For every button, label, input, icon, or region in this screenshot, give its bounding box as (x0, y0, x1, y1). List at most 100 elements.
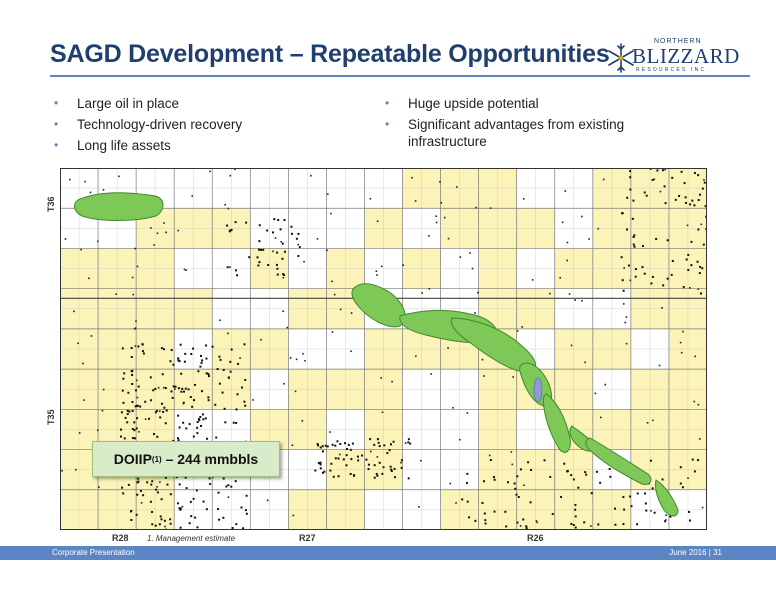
well-marker (258, 224, 261, 227)
well-marker (447, 237, 450, 240)
well-marker (373, 443, 376, 446)
well-marker (177, 387, 180, 390)
well-marker (230, 485, 233, 488)
well-marker (381, 472, 384, 475)
well-marker (447, 347, 449, 349)
well-marker (205, 372, 208, 375)
well-marker (130, 510, 133, 513)
well-marker (138, 431, 140, 433)
well-marker (345, 464, 348, 467)
well-marker (199, 416, 202, 419)
well-marker (568, 293, 571, 295)
doiip-value: – 244 mmbbls (165, 451, 259, 467)
well-marker (149, 376, 152, 379)
well-marker (629, 188, 632, 191)
section-grid (60, 168, 707, 530)
well-marker (77, 342, 79, 345)
well-marker (614, 507, 617, 510)
well-marker (207, 375, 210, 378)
well-marker (282, 276, 285, 279)
well-marker (127, 391, 130, 394)
well-marker (466, 472, 469, 475)
well-marker (469, 252, 471, 254)
well-marker (653, 511, 656, 514)
well-marker (161, 402, 164, 405)
well-marker (684, 201, 687, 204)
well-marker (235, 421, 238, 424)
well-marker (346, 448, 349, 451)
well-marker (221, 391, 224, 394)
well-marker (376, 220, 379, 223)
well-marker (243, 400, 246, 403)
well-marker (317, 444, 320, 447)
well-marker (483, 512, 486, 515)
well-marker (632, 243, 635, 246)
well-marker (336, 440, 339, 443)
well-marker (240, 506, 243, 509)
well-marker (631, 217, 634, 220)
well-marker (383, 444, 386, 447)
well-marker (176, 437, 179, 440)
well-marker (191, 195, 194, 197)
well-marker (602, 178, 605, 181)
well-marker (521, 326, 523, 328)
well-marker (281, 257, 284, 260)
well-marker (205, 344, 208, 347)
well-marker (185, 487, 188, 490)
well-marker (686, 224, 689, 227)
well-marker (489, 207, 492, 209)
well-marker (226, 266, 229, 269)
well-marker (484, 522, 487, 525)
well-marker (136, 493, 139, 496)
well-marker (74, 468, 77, 471)
well-marker (314, 469, 317, 472)
well-marker (191, 405, 194, 408)
well-marker (702, 243, 705, 246)
well-marker (156, 232, 159, 235)
well-marker (101, 409, 104, 412)
well-marker (337, 475, 340, 478)
well-marker (599, 416, 602, 419)
well-marker (64, 238, 67, 240)
well-marker (234, 168, 236, 171)
well-marker (158, 523, 161, 526)
well-marker (165, 231, 167, 234)
bullet-list-right: Huge upside potential Significant advant… (381, 95, 681, 154)
well-marker (272, 250, 274, 253)
well-marker (570, 474, 573, 477)
well-marker (625, 228, 628, 231)
well-marker (154, 387, 157, 390)
well-marker (471, 267, 474, 270)
well-marker (259, 248, 262, 251)
well-marker (273, 218, 276, 221)
well-marker (701, 267, 704, 270)
well-marker (563, 462, 566, 465)
well-marker (172, 363, 175, 366)
well-marker (136, 417, 139, 420)
well-marker (449, 482, 452, 485)
well-marker (701, 506, 704, 509)
well-marker (304, 359, 306, 362)
well-marker (218, 355, 221, 358)
well-marker (334, 444, 337, 447)
well-marker (369, 197, 372, 200)
well-marker (205, 508, 208, 511)
well-marker (626, 196, 629, 199)
well-marker (459, 256, 462, 258)
well-marker (488, 454, 491, 457)
well-marker (130, 370, 133, 373)
well-marker (481, 358, 484, 361)
well-marker (680, 351, 683, 354)
well-marker (585, 473, 588, 476)
well-marker (146, 481, 149, 484)
well-marker (376, 474, 379, 477)
land-map (60, 168, 707, 530)
well-marker (159, 481, 161, 483)
well-marker (688, 510, 691, 513)
well-marker (202, 418, 205, 421)
well-marker (196, 421, 199, 424)
well-marker (319, 467, 322, 470)
well-marker (283, 382, 285, 385)
well-marker (682, 286, 685, 289)
well-marker (339, 442, 342, 445)
